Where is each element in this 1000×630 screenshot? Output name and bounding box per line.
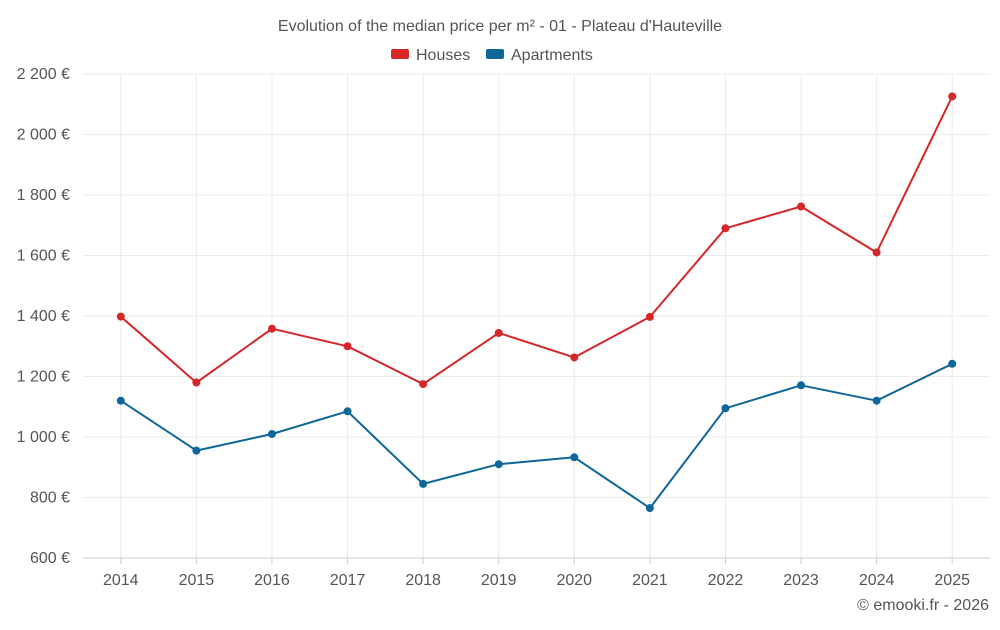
apartments-point — [494, 460, 503, 469]
apartments-point — [343, 407, 352, 416]
apartments-point — [570, 453, 579, 462]
grid-lines — [83, 73, 990, 558]
x-tick-label: 2017 — [330, 572, 366, 589]
x-tick-label: 2025 — [934, 572, 970, 589]
x-tick-label: 2021 — [632, 572, 668, 589]
apartments-line — [120, 362, 953, 510]
apartments-point — [267, 429, 276, 438]
houses-point — [192, 378, 201, 387]
apartments-point — [721, 404, 730, 413]
x-tick-label: 2022 — [708, 572, 744, 589]
apartments-point — [419, 479, 428, 488]
houses-point — [267, 324, 276, 333]
x-tick-label: 2014 — [103, 572, 139, 589]
apartments-point — [192, 446, 201, 455]
houses-point — [948, 92, 957, 101]
houses-point — [116, 312, 125, 321]
houses-point — [645, 312, 654, 321]
y-tick-label: 1 000 € — [17, 429, 70, 446]
houses-point — [721, 224, 730, 233]
axes: 600 € 800 € 1 000 € 1 200 € 1 400 € 1 600 € 1 … — [17, 66, 990, 589]
legend-swatch-apartments — [486, 49, 504, 59]
x-tick-label: 2023 — [783, 572, 819, 589]
houses-point — [494, 328, 503, 337]
x-tick-label: 2020 — [556, 572, 592, 589]
apartments-point — [872, 396, 881, 405]
y-tick-label: 1 800 € — [17, 187, 70, 204]
apartments-point — [116, 396, 125, 405]
x-tick-label: 2024 — [859, 572, 895, 589]
apartments-point — [948, 359, 957, 368]
x-tick-label: 2019 — [481, 572, 517, 589]
y-tick-label: 2 200 € — [17, 66, 70, 83]
legend-label-houses: Houses — [416, 47, 470, 64]
legend: Houses Apartments — [391, 47, 593, 64]
y-tick-label: 2 000 € — [17, 127, 70, 144]
apartments-point — [645, 504, 654, 513]
houses-point — [872, 248, 881, 257]
houses-point — [570, 353, 579, 362]
houses-point — [343, 342, 352, 351]
y-tick-label: 1 600 € — [17, 248, 70, 265]
x-tick-label: 2018 — [405, 572, 441, 589]
houses-point — [797, 202, 806, 211]
legend-swatch-houses — [391, 49, 409, 59]
apartments-point — [797, 381, 806, 390]
legend-label-apartments: Apartments — [511, 47, 593, 64]
houses-line — [120, 95, 954, 386]
y-tick-label: 1 200 € — [17, 369, 70, 386]
credit-text: © emooki.fr - 2026 — [857, 597, 989, 614]
y-tick-label: 1 400 € — [17, 308, 70, 325]
chart-title: Evolution of the median price per m² - 0… — [278, 18, 722, 35]
x-tick-label: 2016 — [254, 572, 290, 589]
series-layer — [116, 92, 957, 513]
y-tick-label: 800 € — [30, 490, 70, 507]
houses-point — [419, 380, 428, 389]
x-tick-label: 2015 — [179, 572, 215, 589]
y-tick-label: 600 € — [30, 550, 70, 567]
